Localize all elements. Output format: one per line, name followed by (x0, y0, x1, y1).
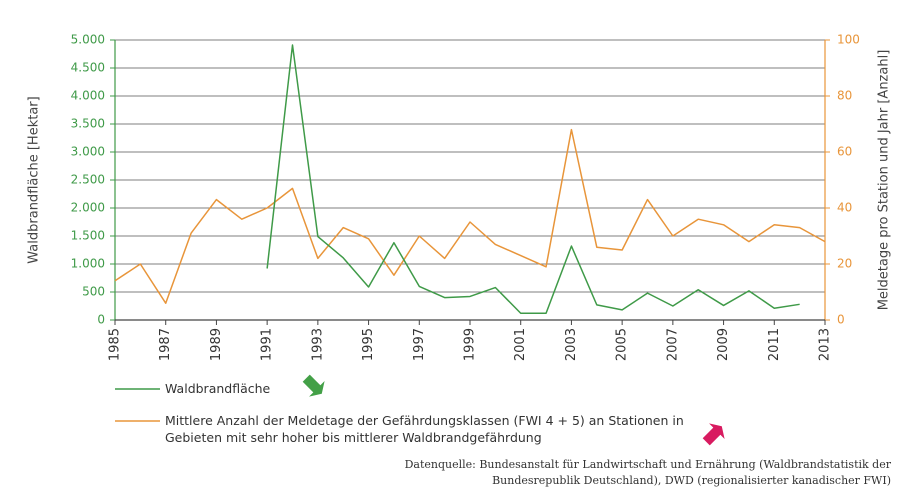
x-tick-label: 2011 (767, 328, 782, 361)
y-axis-title: Waldbrandfläche [Hektar] (27, 96, 42, 263)
legend-label: Mittlere Anzahl der Meldetage der Gefähr… (165, 413, 684, 445)
x-tick-label: 1993 (310, 328, 325, 361)
y-tick-label: 4.000 (71, 89, 105, 103)
y-tick-label: 2.000 (71, 201, 105, 215)
y-tick-label: 5.000 (71, 33, 105, 47)
y-tick-label: 1.000 (71, 257, 105, 271)
y-tick-label: 2.500 (71, 173, 105, 187)
y-tick-label: 4.500 (71, 61, 105, 75)
y-tick-label: 3.500 (71, 117, 105, 131)
y2-tick-label: 20 (837, 257, 852, 271)
y-tick-label: 500 (82, 285, 105, 299)
x-tick-label: 2013 (818, 328, 833, 361)
data-line (266, 44, 800, 315)
x-tick-label: 1987 (158, 328, 173, 361)
legend-arrow (702, 423, 725, 446)
x-tick-label: 1999 (463, 328, 478, 361)
source-note: Datenquelle: Bundesanstalt für Landwirts… (404, 458, 891, 487)
x-tick-label: 1991 (260, 328, 275, 361)
data-line (114, 128, 826, 304)
x-tick-label: 2007 (665, 328, 680, 361)
x-tick-label: 1985 (108, 328, 123, 361)
x-tick-label: 2003 (564, 328, 579, 361)
y-tick-label: 3.000 (71, 145, 105, 159)
legend-arrow (302, 374, 325, 397)
y-tick-label: 1.500 (71, 229, 105, 243)
x-tick-label: 1989 (209, 328, 224, 361)
y2-tick-label: 60 (837, 145, 852, 159)
y2-tick-label: 0 (837, 313, 845, 327)
x-tick-label: 2005 (615, 328, 630, 361)
x-tick-label: 2009 (716, 328, 731, 361)
y2-tick-label: 80 (837, 89, 852, 103)
y2-tick-label: 100 (837, 33, 860, 47)
x-tick-label: 2001 (513, 328, 528, 361)
x-tick-label: 1995 (361, 328, 376, 361)
legend-label: Waldbrandfläche (165, 381, 271, 396)
y2-axis-title: Meldetage pro Station und Jahr [Anzahl] (877, 50, 892, 311)
y2-tick-label: 40 (837, 201, 852, 215)
y-tick-label: 0 (97, 313, 105, 327)
x-tick-label: 1997 (412, 328, 427, 361)
